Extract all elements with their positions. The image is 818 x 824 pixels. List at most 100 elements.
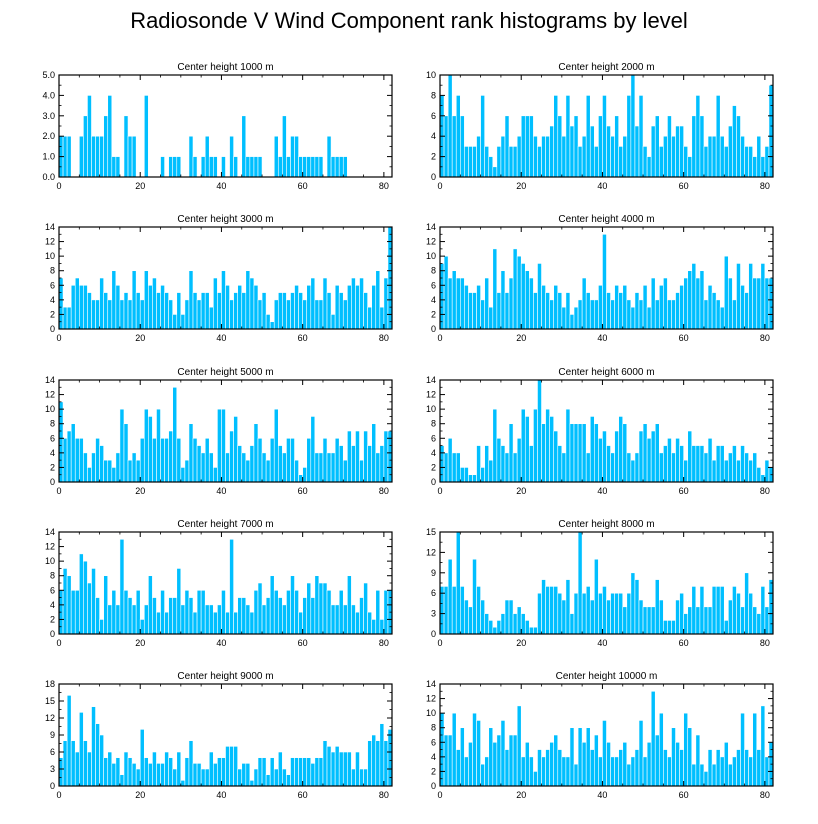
bar <box>723 459 729 483</box>
bar <box>679 749 684 787</box>
y-tick-label: 10 <box>426 404 436 414</box>
bar <box>723 620 729 635</box>
bar <box>508 734 514 787</box>
bar <box>736 592 741 635</box>
y-tick-label: 12 <box>426 547 436 557</box>
bar <box>740 284 745 330</box>
bar <box>83 115 88 178</box>
bar <box>650 690 656 787</box>
bar <box>663 445 668 483</box>
bar <box>253 768 259 787</box>
bar <box>736 749 741 787</box>
y-tick-label: 12 <box>426 237 436 247</box>
bar <box>261 604 267 635</box>
bar <box>496 146 502 178</box>
bar <box>642 146 648 178</box>
y-tick-label: 3.0 <box>42 111 55 121</box>
bar <box>638 430 644 483</box>
bar <box>139 729 145 787</box>
bar <box>699 270 705 330</box>
bar <box>524 416 530 483</box>
bar <box>537 592 542 635</box>
bar <box>107 459 113 483</box>
bar <box>744 452 749 483</box>
panel-9: Center height 9000 m 0 20 40 60 80 0 3 6 9 12 15 18 <box>45 671 393 800</box>
bar <box>764 459 770 483</box>
bar <box>62 740 68 787</box>
bar <box>736 459 741 483</box>
panel-4: Center height 4000 m 0 20 40 60 80 0 2 4 6 8 10 12 14 <box>426 214 774 343</box>
bar <box>443 115 449 178</box>
bar <box>66 575 72 635</box>
bar <box>269 575 275 635</box>
bar <box>646 437 652 483</box>
bar <box>658 599 664 635</box>
bar <box>573 423 579 483</box>
bar <box>723 146 729 178</box>
x-tick-label: 40 <box>216 333 226 343</box>
bar <box>375 740 381 787</box>
bar <box>464 467 469 483</box>
bar <box>557 292 563 330</box>
panel-title: Center height 4000 m <box>558 214 654 225</box>
bar <box>658 452 664 483</box>
bar <box>217 604 222 635</box>
bar <box>298 474 303 483</box>
bar <box>135 459 141 483</box>
bar <box>261 757 267 787</box>
bar <box>573 306 579 330</box>
bar <box>496 292 502 330</box>
bar <box>695 445 701 483</box>
bar <box>286 437 291 483</box>
bar <box>565 292 571 330</box>
bar <box>127 135 133 178</box>
bar <box>764 606 770 635</box>
bar <box>87 751 92 787</box>
bar <box>213 467 218 483</box>
bar <box>683 146 689 178</box>
y-tick-label: 9 <box>50 730 55 740</box>
bar <box>679 445 684 483</box>
bar <box>598 115 603 178</box>
y-tick-label: 2 <box>50 309 55 319</box>
bar <box>176 751 182 787</box>
bar <box>347 430 352 483</box>
bar <box>577 531 583 635</box>
bar <box>359 768 364 787</box>
bar <box>318 156 324 178</box>
bar <box>500 135 506 178</box>
bar <box>107 604 113 635</box>
bar <box>359 459 364 483</box>
bar <box>103 459 109 483</box>
bar <box>229 538 234 635</box>
y-tick-label: 2 <box>431 309 436 319</box>
x-tick-label: 0 <box>56 181 61 191</box>
bar <box>679 125 684 178</box>
bar <box>164 611 169 635</box>
bar <box>156 611 161 635</box>
bar <box>654 579 660 635</box>
bar <box>277 445 283 483</box>
bar <box>589 125 595 178</box>
bar <box>736 115 741 178</box>
bar <box>359 597 364 635</box>
bar <box>249 277 255 330</box>
bar <box>541 135 546 178</box>
bar <box>464 756 469 787</box>
bar <box>330 314 336 330</box>
bar <box>298 292 303 330</box>
bar <box>594 146 599 178</box>
bar <box>237 445 243 483</box>
bar <box>306 437 312 483</box>
bar <box>217 757 222 787</box>
bar <box>496 734 502 787</box>
bar <box>480 599 485 635</box>
bar <box>683 712 689 787</box>
bar <box>760 474 766 483</box>
bar <box>748 592 753 635</box>
panel-6: Center height 6000 m 0 20 40 60 80 0 2 4 6 8 10 12 14 <box>426 367 774 496</box>
y-tick-label: 9 <box>431 568 436 578</box>
bar <box>537 146 542 178</box>
bar <box>569 727 575 787</box>
bar <box>290 437 295 483</box>
